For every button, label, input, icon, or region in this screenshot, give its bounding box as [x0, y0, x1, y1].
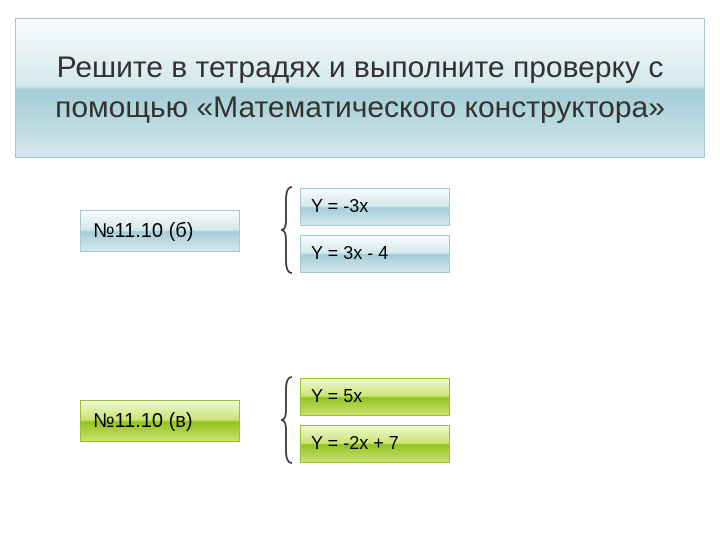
equation-1b: Y = 3x - 4	[300, 235, 450, 273]
brace-icon	[280, 375, 294, 465]
system-1: Y = -3x Y = 3x - 4	[280, 185, 450, 275]
equations-1: Y = -3x Y = 3x - 4	[300, 185, 450, 275]
problem-label-1-text: №11.10 (б)	[93, 220, 193, 243]
equation-1a-text: Y = -3x	[311, 196, 368, 217]
equation-2b: Y = -2x + 7	[300, 425, 450, 463]
equation-2a-text: Y = 5x	[311, 386, 362, 407]
equations-2: Y = 5x Y = -2x + 7	[300, 375, 450, 465]
equation-2a: Y = 5x	[300, 378, 450, 416]
header-box: Решите в тетрадях и выполните проверку с…	[15, 18, 705, 158]
equation-1a: Y = -3x	[300, 188, 450, 226]
brace-icon	[280, 185, 294, 275]
system-2: Y = 5x Y = -2x + 7	[280, 375, 450, 465]
problem-label-2: №11.10 (в)	[80, 400, 240, 442]
problem-label-1: №11.10 (б)	[80, 210, 240, 252]
equation-1b-text: Y = 3x - 4	[311, 243, 388, 264]
header-title: Решите в тетрадях и выполните проверку с…	[36, 48, 684, 129]
equation-2b-text: Y = -2x + 7	[311, 433, 399, 454]
problem-label-2-text: №11.10 (в)	[93, 410, 193, 433]
